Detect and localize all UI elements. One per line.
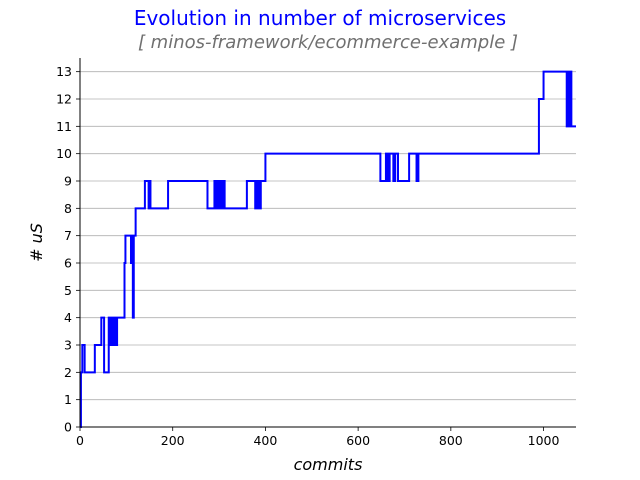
y-tick-label: 12 xyxy=(56,92,72,107)
y-tick-label: 13 xyxy=(56,64,72,79)
y-tick-label: 3 xyxy=(64,338,72,353)
chart-title: Evolution in number of microservices xyxy=(133,6,507,30)
chart-subtitle: [ minos-framework/ecommerce-example ] xyxy=(137,32,519,53)
y-tick-label: 6 xyxy=(64,256,72,271)
grid-lines xyxy=(80,71,576,401)
y-tick-label: 0 xyxy=(64,420,72,435)
y-tick-label: 8 xyxy=(64,201,72,216)
x-tick-label: 0 xyxy=(76,433,84,448)
x-tick-label: 800 xyxy=(439,433,463,448)
y-tick-label: 1 xyxy=(64,392,72,407)
x-axis-label: commits xyxy=(294,455,363,474)
x-tick-label: 1000 xyxy=(528,433,560,448)
x-tick-label: 400 xyxy=(253,433,277,448)
x-tick-label: 200 xyxy=(161,433,185,448)
y-tick-label: 2 xyxy=(64,365,72,380)
y-tick-label: 7 xyxy=(64,228,72,243)
y-tick-label: 9 xyxy=(64,174,72,189)
x-tick-label: 600 xyxy=(346,433,370,448)
y-tick-label: 11 xyxy=(56,119,72,134)
y-axis-label: # uS xyxy=(27,223,46,262)
series-line xyxy=(79,70,576,428)
y-tick-label: 4 xyxy=(64,310,72,325)
y-tick-label: 10 xyxy=(56,146,72,161)
y-tick-label: 5 xyxy=(64,283,72,298)
series-layer xyxy=(79,70,576,428)
